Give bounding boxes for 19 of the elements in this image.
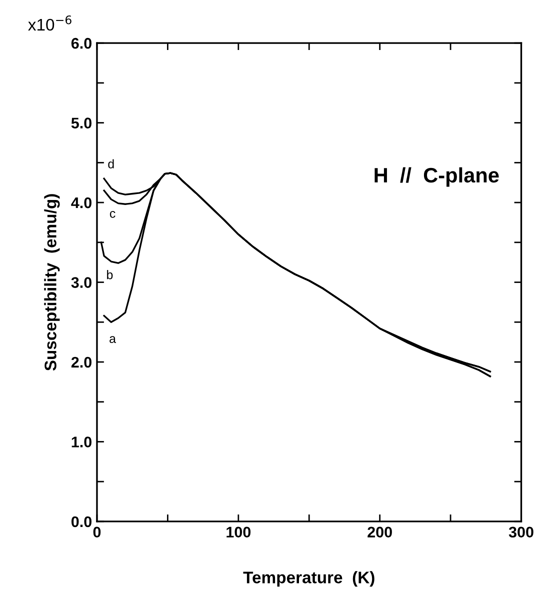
y-tick-label: 1.0	[72, 436, 92, 448]
x-tick-label: 100	[226, 526, 251, 538]
y-tick-label: 5.0	[71, 118, 92, 128]
series-label: b	[107, 270, 113, 280]
x-tick-label: 300	[508, 526, 534, 538]
x-tick-label: 0	[93, 526, 101, 538]
y-tick-label: 6.0	[71, 38, 92, 49]
series-label: a	[110, 336, 116, 344]
y-tick-label: 0.0	[71, 516, 92, 528]
annotation: H // C-plane	[374, 167, 499, 187]
y-axis-title: Susceptibility (emu/g)	[44, 194, 60, 371]
y-tick-label: 2.0	[71, 356, 92, 368]
x-axis-title: Temperature (K)	[243, 571, 374, 587]
series-label: c	[110, 210, 116, 218]
y-tick-label: 3.0	[71, 277, 92, 288]
y-tick-label: 4.0	[71, 197, 92, 208]
text: x10$^{−6}$	[28, 15, 72, 31]
series-label: d	[108, 159, 114, 168]
x-tick-label: 200	[368, 526, 392, 538]
